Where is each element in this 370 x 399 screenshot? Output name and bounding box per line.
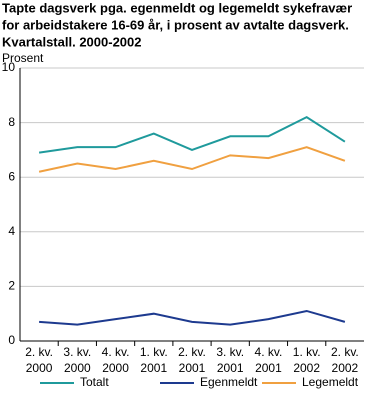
x-tick-label: 2000 xyxy=(26,361,53,375)
series-line xyxy=(38,115,346,154)
y-tick-label: 8 xyxy=(8,115,15,129)
x-tick-label: 2. kv. xyxy=(178,345,206,359)
x-tick-label: 2002 xyxy=(332,361,359,375)
chart-title: for arbeidstakere 16-69 år, i prosent av… xyxy=(2,17,349,32)
y-tick-label: 10 xyxy=(2,60,16,74)
x-tick-label: 4. kv. xyxy=(255,345,283,359)
x-tick-label: 1. kv. xyxy=(140,345,168,359)
x-tick-label: 2001 xyxy=(179,361,206,375)
legend-label: Legemeldt xyxy=(302,375,359,389)
y-tick-label: 2 xyxy=(8,279,15,293)
x-tick-label: 2001 xyxy=(217,361,244,375)
series-line xyxy=(38,146,346,173)
legend-label: Totalt xyxy=(80,375,109,389)
x-tick-label: 2. kv. xyxy=(331,345,359,359)
y-tick-label: 0 xyxy=(8,333,15,347)
y-tick-label: 4 xyxy=(8,224,15,238)
x-tick-label: 2001 xyxy=(255,361,282,375)
x-tick-label: 2000 xyxy=(64,361,91,375)
series-line xyxy=(39,309,346,326)
y-axis-label: Prosent xyxy=(2,51,44,65)
x-tick-label: 1. kv. xyxy=(293,345,321,359)
legend-label: Egenmeldt xyxy=(200,375,258,389)
x-tick-label: 2. kv. xyxy=(25,345,53,359)
x-tick-label: 3. kv. xyxy=(216,345,244,359)
chart-title: Tapte dagsverk pga. egenmeldt og legemel… xyxy=(2,0,352,15)
chart-title: Kvartalstall. 2000-2002 xyxy=(2,34,141,49)
y-tick-label: 6 xyxy=(8,169,15,183)
x-tick-label: 2000 xyxy=(102,361,129,375)
x-tick-label: 2001 xyxy=(140,361,167,375)
x-tick-label: 2002 xyxy=(293,361,320,375)
x-tick-label: 3. kv. xyxy=(63,345,91,359)
x-tick-label: 4. kv. xyxy=(102,345,130,359)
